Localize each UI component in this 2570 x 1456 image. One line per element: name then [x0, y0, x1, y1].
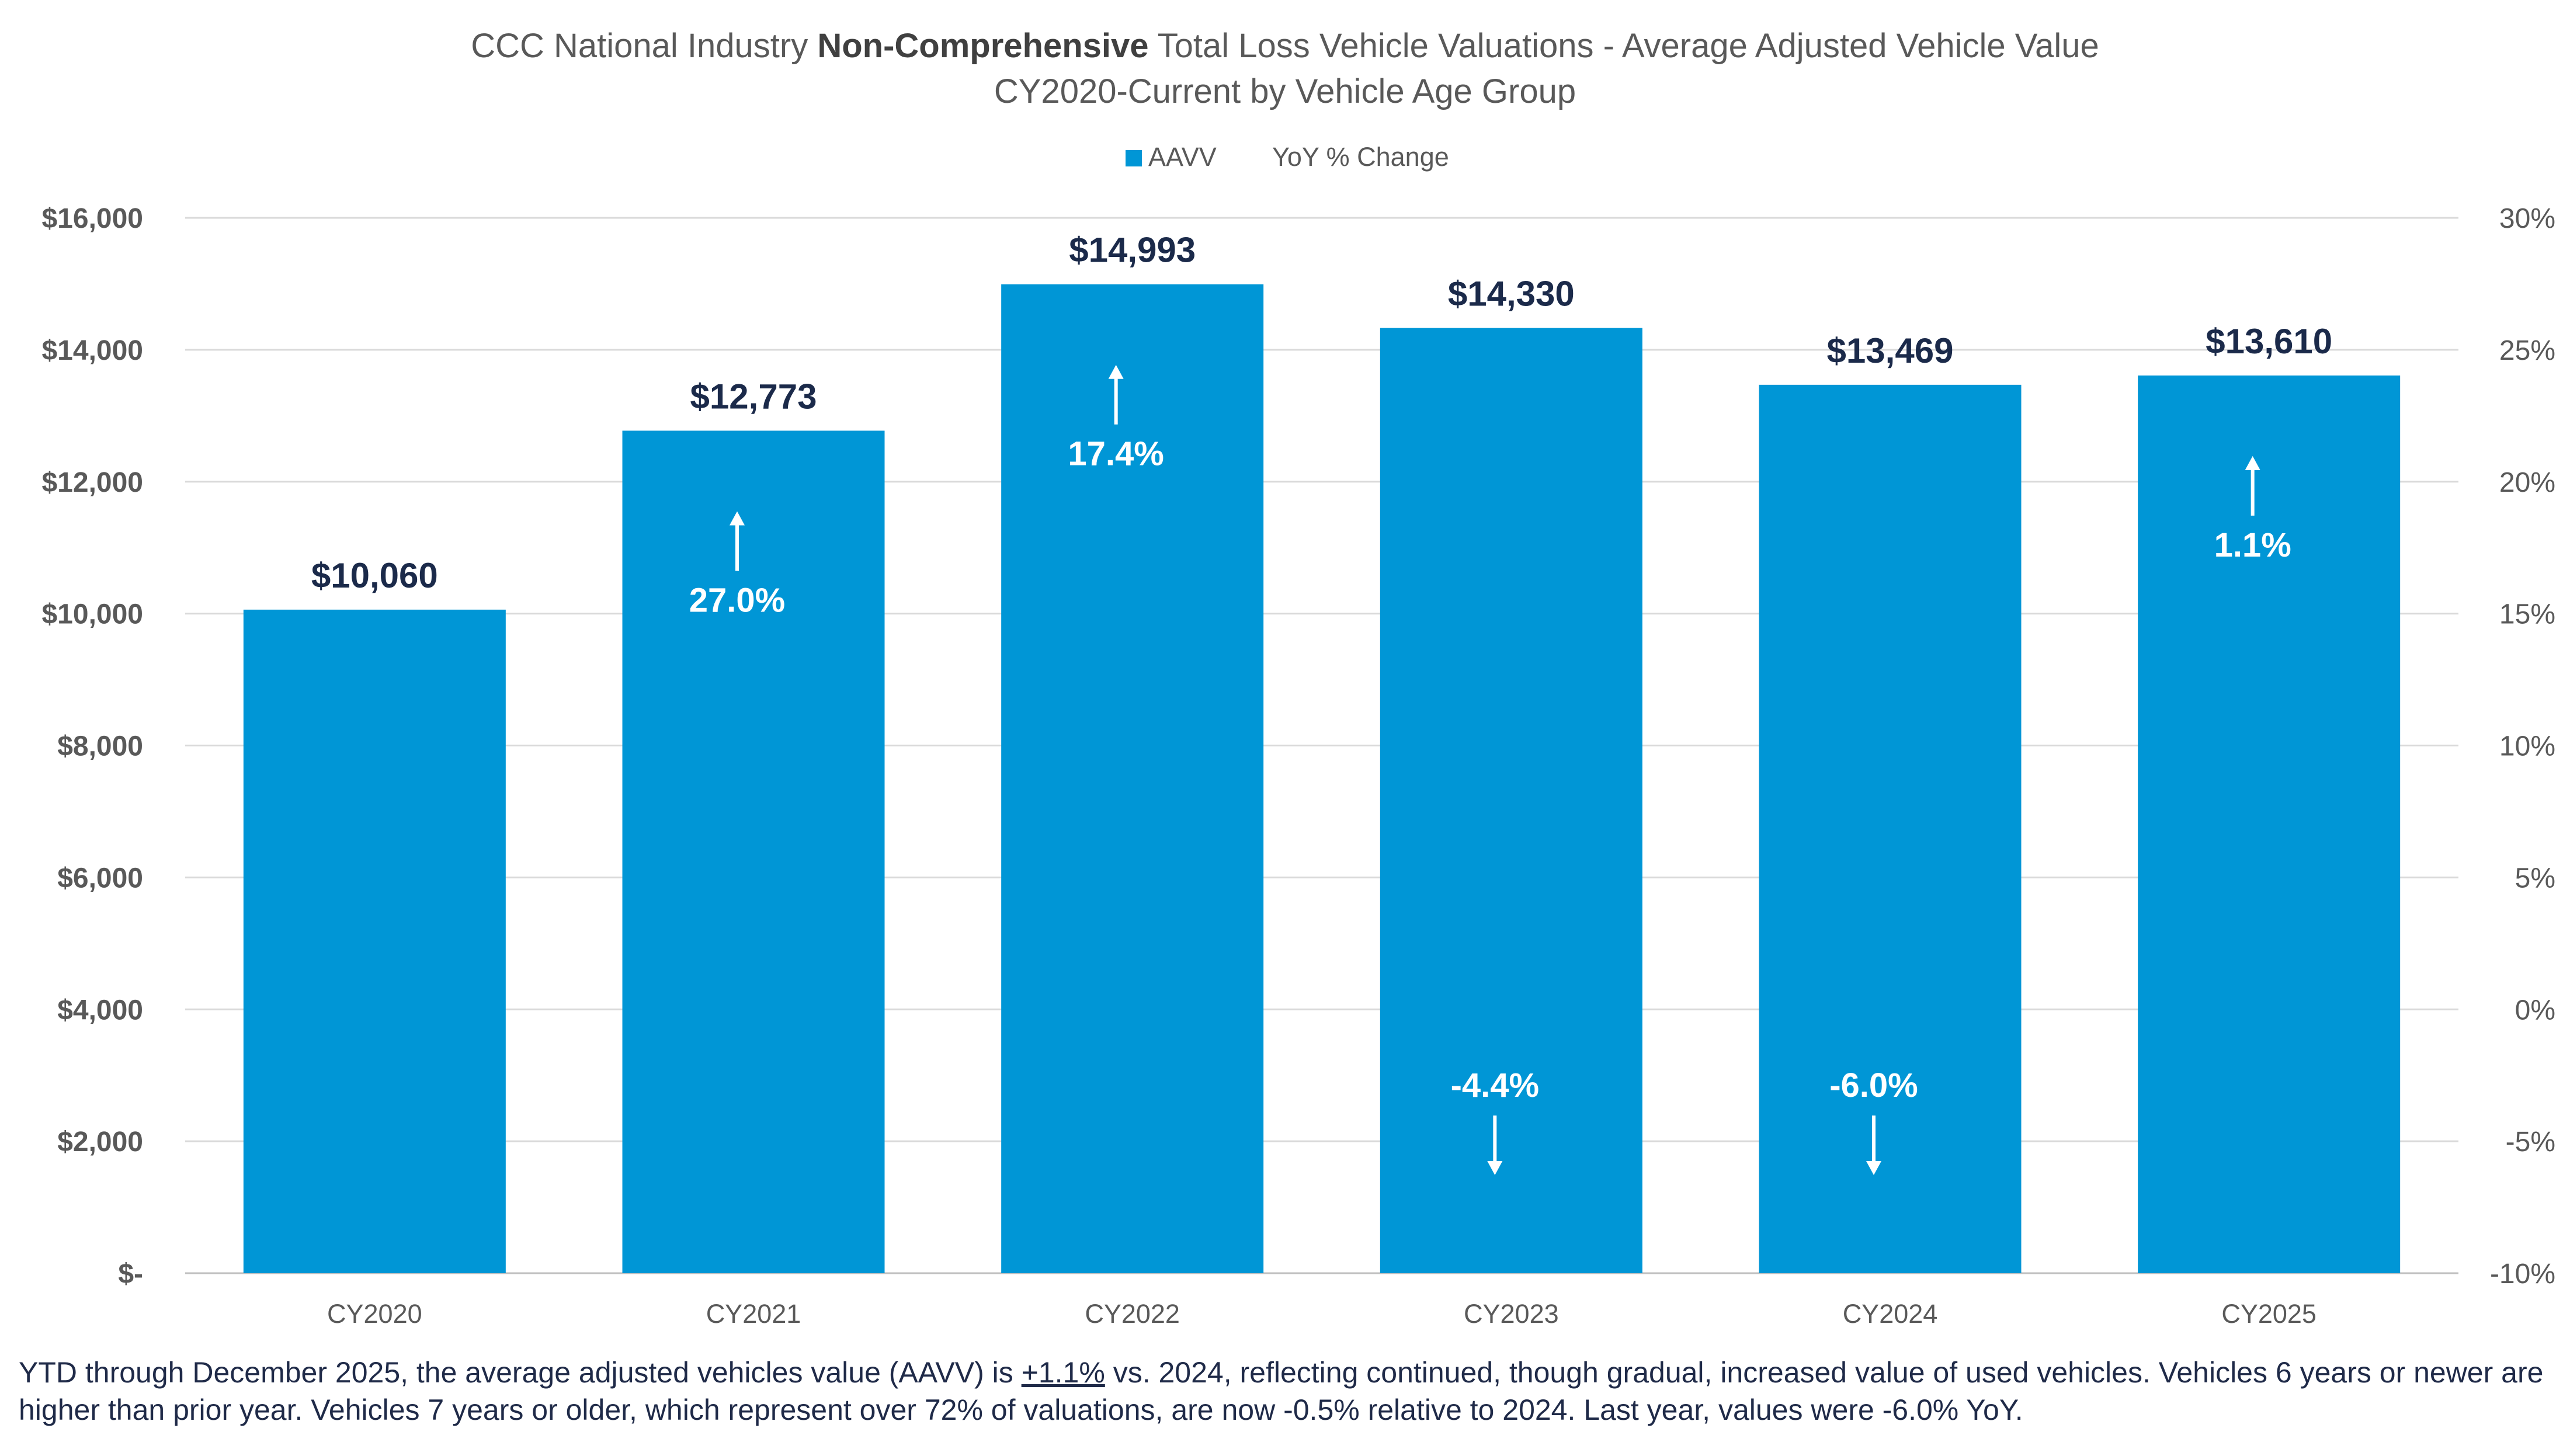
y-tick-label: $4,000 — [57, 995, 143, 1026]
value-label: $10,060 — [311, 556, 438, 595]
y-tick-label: $2,000 — [57, 1127, 143, 1158]
chart-subtitle: CY2020-Current by Vehicle Age Group — [994, 72, 1576, 110]
y2-tick-label: -5% — [2506, 1127, 2555, 1158]
arrow-down-icon — [1487, 1116, 1503, 1175]
value-label: $14,993 — [1069, 231, 1196, 270]
y-tick-label: $8,000 — [57, 731, 143, 762]
x-tick-label: CY2024 — [1843, 1299, 1938, 1329]
y2-tick-label: 15% — [2499, 599, 2555, 630]
yoy-label: -6.0% — [1829, 1066, 1918, 1104]
legend-swatch-aavv — [1126, 150, 1142, 166]
y2-tick-label: 10% — [2499, 731, 2555, 762]
y2-tick-label: 5% — [2515, 863, 2555, 894]
y2-tick-label: -10% — [2490, 1259, 2555, 1290]
legend: AAVV YoY % Change — [1126, 142, 1449, 172]
yoy-label: 27.0% — [689, 581, 785, 619]
footnote-highlight: +1.1% — [1021, 1356, 1105, 1389]
y2-tick-label: 30% — [2499, 203, 2555, 234]
legend-label-aavv: AAVV — [1148, 142, 1217, 172]
chart-title: CCC National Industry Non-Comprehensive … — [471, 27, 2099, 65]
arrow-down-icon — [1866, 1116, 1881, 1175]
legend-label-yoy: YoY % Change — [1272, 142, 1449, 172]
arrow-up-icon — [1108, 364, 1124, 425]
value-label: $14,330 — [1448, 274, 1575, 314]
bar-cy2024 — [1759, 384, 2022, 1274]
x-tick-label: CY2020 — [327, 1299, 422, 1329]
y2-tick-label: 25% — [2499, 335, 2555, 366]
y-tick-label: $16,000 — [41, 203, 143, 234]
y-tick-label: $6,000 — [57, 863, 143, 894]
x-tick-label: CY2021 — [706, 1299, 801, 1329]
footnote-text-cont: vs. 2024, reflecting continued, though g… — [19, 1356, 2544, 1426]
y-tick-label: $12,000 — [41, 467, 143, 498]
x-tick-label: CY2025 — [2221, 1299, 2317, 1329]
bar-cy2022 — [1001, 284, 1264, 1274]
bar-cy2020 — [243, 609, 506, 1273]
y2-tick-label: 0% — [2515, 995, 2555, 1026]
value-label: $12,773 — [690, 377, 817, 416]
value-label: $13,610 — [2206, 322, 2332, 361]
bar-cy2025 — [2138, 375, 2401, 1273]
y-tick-label: $14,000 — [41, 335, 143, 366]
y-tick-label: $- — [118, 1259, 143, 1290]
bar-cy2021 — [622, 430, 885, 1273]
footnote: YTD through December 2025, the average a… — [19, 1354, 2554, 1429]
footnote-text: YTD through December 2025, the average a… — [19, 1356, 1022, 1389]
x-tick-label: CY2023 — [1464, 1299, 1559, 1329]
yoy-label: -4.4% — [1451, 1066, 1540, 1104]
yoy-label: 17.4% — [1068, 435, 1164, 473]
y2-tick-label: 20% — [2499, 467, 2555, 498]
x-tick-label: CY2022 — [1085, 1299, 1180, 1329]
bar-cy2023 — [1380, 328, 1642, 1273]
arrow-up-icon — [2245, 456, 2260, 516]
arrow-up-icon — [730, 511, 745, 571]
value-label: $13,469 — [1827, 331, 1954, 370]
yoy-label: 1.1% — [2214, 526, 2291, 564]
y-tick-label: $10,000 — [41, 599, 143, 630]
